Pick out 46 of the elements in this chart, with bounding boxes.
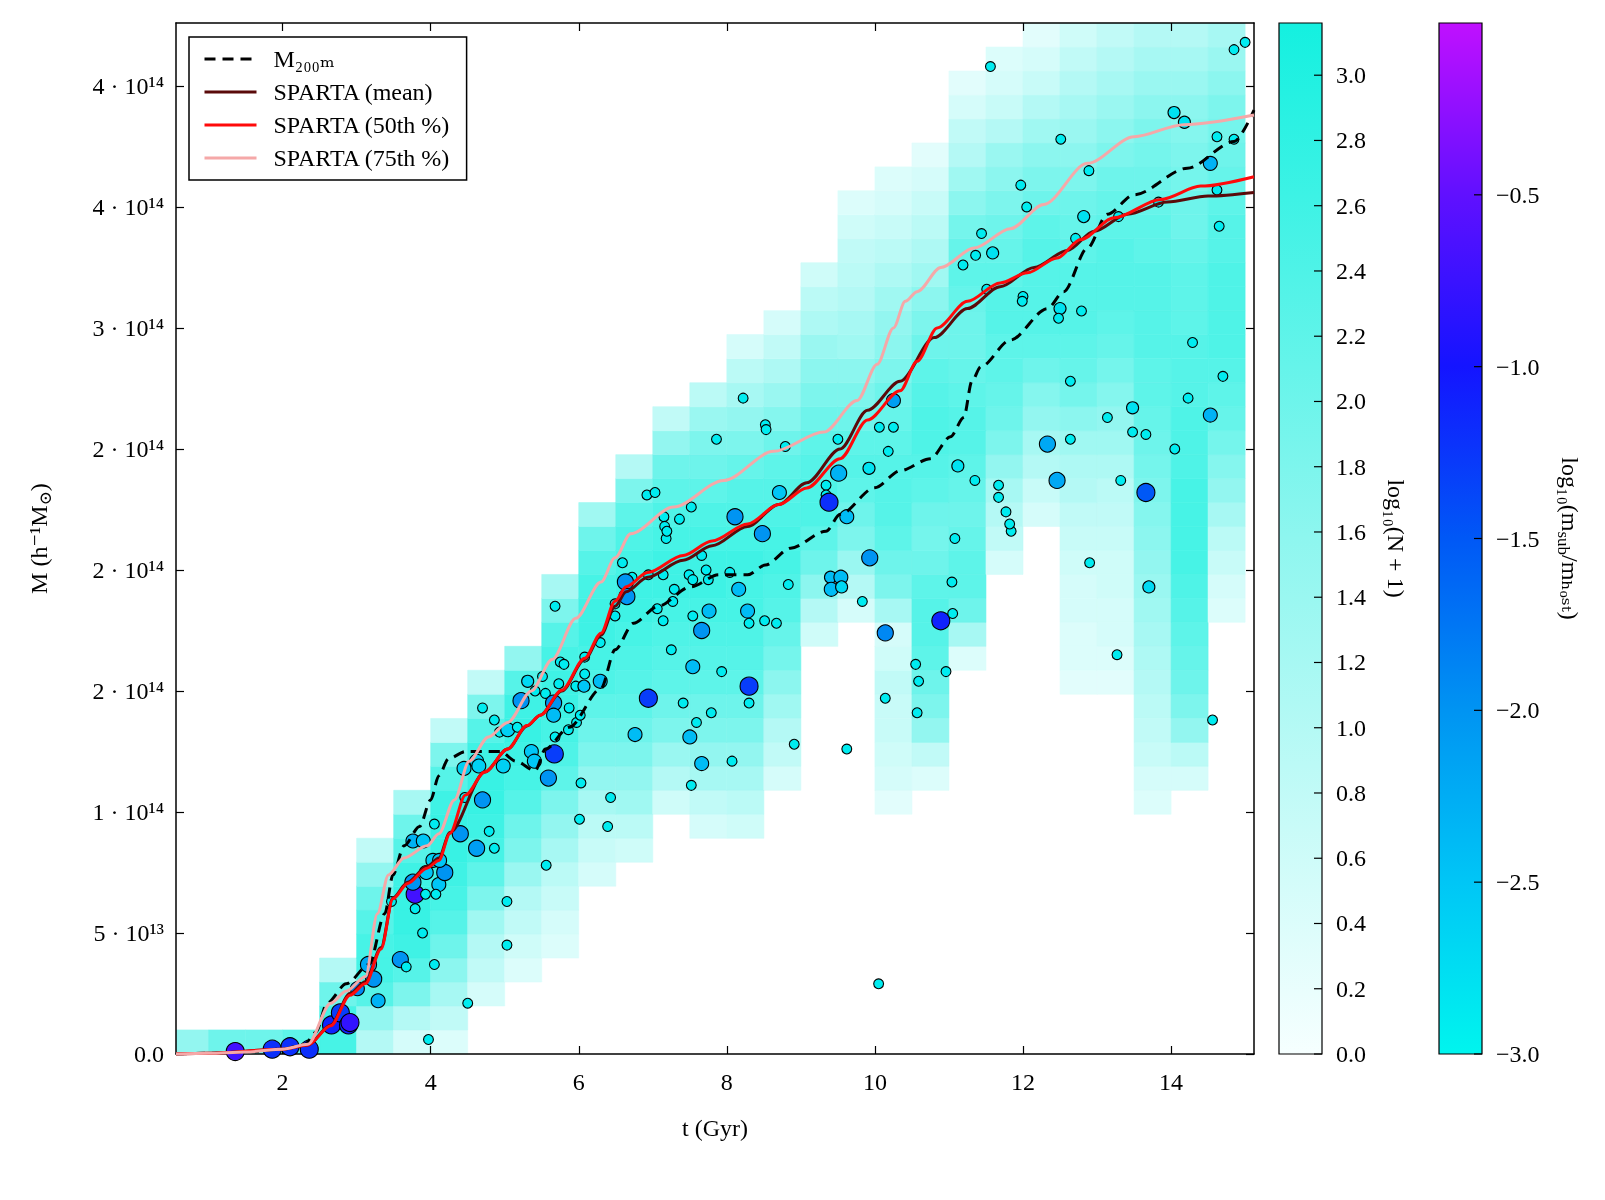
x-tick-label: 8 (720, 1069, 733, 1095)
color-bar-label: −1.0 (1496, 353, 1540, 380)
color-bar-label: −2.5 (1496, 869, 1540, 896)
color-bar-label: 0.8 (1336, 779, 1366, 806)
color-bar-title: log₁₀(N + 1) (1383, 479, 1409, 598)
x-tick-label: 12 (1011, 1069, 1035, 1095)
color-bar-label: 2.8 (1336, 127, 1366, 154)
color-bar-label: 1.4 (1336, 584, 1366, 611)
x-tick-label: 4 (424, 1069, 437, 1095)
color-bar-label: 1.2 (1336, 649, 1366, 676)
x-tick-label: 14 (1159, 1069, 1184, 1095)
y-tick-label: 1 · 10¹⁴ (92, 798, 164, 825)
color-bar-label: 0.2 (1336, 975, 1366, 1002)
color-bar-label: 1.6 (1336, 518, 1366, 545)
color-bar-label: 2.2 (1336, 323, 1366, 350)
y-tick-label: 4 · 10¹⁴ (92, 72, 164, 99)
y-tick-label: 3 · 10¹⁴ (92, 314, 164, 341)
y-tick-label: 2 · 10¹⁴ (92, 556, 164, 583)
color-bar-label: 2.0 (1336, 388, 1366, 415)
color-bar-label: −3.0 (1496, 1041, 1540, 1067)
color-bar-label: −1.5 (1496, 525, 1540, 552)
color-bar-label: 2.4 (1336, 257, 1366, 284)
color-bar-label: −2.0 (1496, 697, 1540, 724)
x-tick-label: 2 (276, 1069, 289, 1095)
color-bar-label: 0.4 (1336, 910, 1366, 937)
x-axis-title: t (Gyr) (682, 1115, 748, 1141)
color-bar-label: 3.0 (1336, 62, 1366, 89)
y-tick-label: 2 · 10¹⁴ (92, 435, 164, 462)
y-axis-title: M (h⁻¹M⊙) (26, 483, 55, 594)
color-bar-title: log₁₀(msub/mₕₒₛₜ) (1553, 457, 1583, 620)
y-tick-label: 2 · 10¹⁴ (92, 677, 164, 704)
legend-label: M₂₀₀ₘ (273, 46, 335, 72)
color-bar-label: 0.0 (1336, 1041, 1366, 1067)
color-bar-label: 1.8 (1336, 453, 1366, 480)
y-tick-label: 4 · 10¹⁴ (92, 193, 164, 220)
legend-label: SPARTA (75th %) (273, 145, 450, 171)
color-bar-label: 0.6 (1336, 845, 1366, 872)
legend-label: SPARTA (mean) (273, 79, 433, 105)
y-tick-label: 0.0 (134, 1041, 164, 1067)
x-tick-label: 10 (862, 1069, 887, 1095)
color-bar-label: 1.0 (1336, 714, 1366, 741)
color-bar-label: −0.5 (1496, 181, 1540, 208)
legend-label: SPARTA (50th %) (273, 112, 450, 138)
y-tick-label: 5 · 10¹³ (93, 919, 164, 946)
color-bar-label: 2.6 (1336, 192, 1366, 219)
x-tick-label: 6 (572, 1069, 585, 1095)
